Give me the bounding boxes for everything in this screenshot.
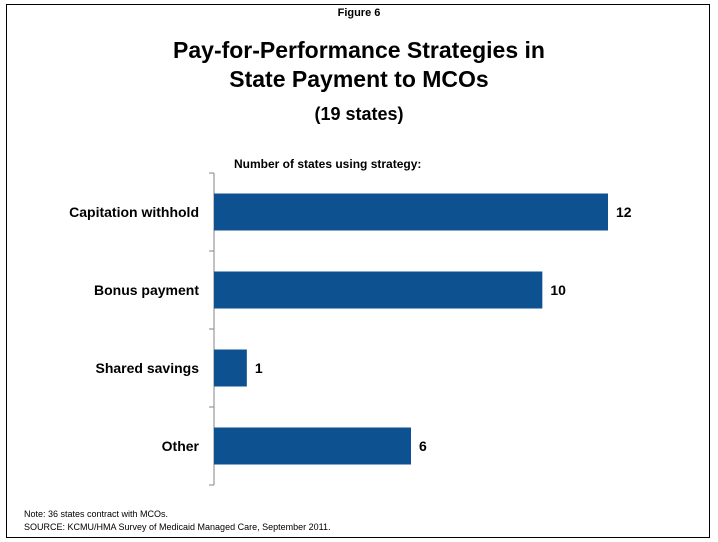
category-label: Shared savings: [96, 360, 200, 376]
chart-axis-header: Number of states using strategy:: [234, 157, 422, 171]
bar: [214, 271, 543, 309]
chart-subtitle: (19 states): [314, 104, 404, 124]
bar: [214, 427, 411, 465]
chart-title: Pay-for-Performance Strategies in State …: [0, 36, 718, 94]
footer-note: Note: 36 states contract with MCOs.: [24, 509, 169, 519]
bar: [214, 193, 608, 231]
footer-source: SOURCE: KCMU/HMA Survey of Medicaid Mana…: [24, 522, 331, 532]
category-label: Bonus payment: [94, 282, 199, 298]
data-label: 10: [550, 282, 566, 298]
category-label: Capitation withhold: [69, 204, 199, 220]
data-label: 12: [616, 204, 632, 220]
data-label: 6: [419, 438, 427, 454]
category-label: Other: [162, 438, 200, 454]
data-label: 1: [255, 360, 263, 376]
chart-title-line-1: Pay-for-Performance Strategies in: [173, 37, 545, 63]
footer: Note: 36 states contract with MCOs. SOUR…: [24, 508, 330, 534]
figure-label: Figure 6: [337, 7, 381, 19]
chart-title-line-2: State Payment to MCOs: [229, 66, 489, 92]
bar: [214, 349, 247, 387]
